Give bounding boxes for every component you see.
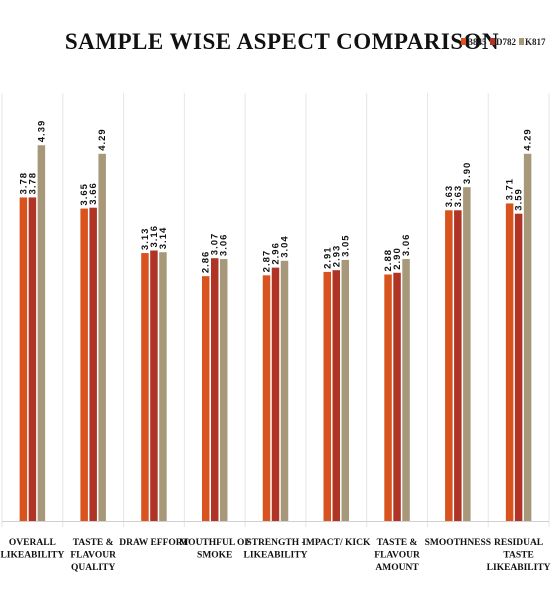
data-label: 3.78 (27, 172, 38, 195)
data-label: 3.05 (340, 234, 351, 257)
data-label: 3.06 (219, 234, 230, 257)
bar-d782 (332, 270, 341, 521)
bar-d782 (89, 207, 97, 522)
category-label: SMOOTHNESS (425, 538, 492, 548)
bar-d782 (271, 267, 280, 521)
category-label: TASTE & FLAVOUR AMOUNT (374, 538, 420, 573)
data-label: 3.13 (140, 228, 151, 251)
bar-k817 (341, 259, 350, 521)
legend-swatch-b845 (461, 38, 466, 45)
data-label: 3.90 (462, 162, 473, 185)
legend-label-b845: B845 (467, 37, 487, 47)
bar-d782 (210, 258, 219, 521)
bar-b845 (505, 203, 514, 521)
legend-label-k817: K817 (525, 37, 546, 47)
category-label: STRENGTH -LIKEABILITY (244, 538, 308, 561)
data-label: 3.71 (505, 178, 516, 201)
data-label: 2.88 (383, 249, 394, 272)
bar-b845 (262, 275, 271, 521)
bar-k817 (402, 259, 410, 521)
data-labels: 3.783.78 4.39 3.653.66 4.29 3.133.163.14 2.86… (18, 120, 533, 273)
data-label: 3.07 (210, 233, 221, 256)
bar-d782 (150, 250, 158, 521)
bar-k817 (159, 252, 167, 521)
bar-b845 (323, 271, 332, 521)
category-label: OVERALL LIKEABILITY (0, 538, 64, 561)
data-label: 2.96 (271, 242, 282, 265)
bar-d782 (28, 197, 37, 521)
bar-b845 (80, 208, 88, 521)
category-labels: OVERALL LIKEABILITY TASTE & FLAVOUR QUALITYD… (0, 538, 550, 573)
data-label: 3.63 (444, 185, 455, 208)
category-label: RESIDUAL TASTE LIKEABILITY (487, 538, 551, 573)
legend-swatch-k817 (519, 38, 524, 45)
bar-d782 (514, 213, 523, 522)
bar-b845 (141, 253, 149, 521)
category-label: DRAW EFFORT (119, 538, 189, 548)
bar-b845 (384, 274, 392, 521)
bar-d782 (393, 272, 401, 521)
bar-k817 (280, 260, 289, 521)
category-label: MOUTHFUL OF SMOKE (179, 538, 250, 561)
bar-b845 (201, 276, 210, 521)
bar-d782 (454, 210, 462, 521)
legend-label-d782: D782 (496, 37, 516, 47)
data-label: 3.66 (88, 182, 99, 205)
bar-k817 (219, 259, 228, 521)
bar-k817 (98, 153, 106, 521)
category-label: IMPACT/ KICK (302, 538, 371, 548)
data-label: 2.90 (392, 247, 403, 270)
data-label: 3.04 (280, 235, 291, 258)
data-label: 4.29 (97, 128, 108, 151)
chart-title: SAMPLE WISE ASPECT COMPARISON (65, 29, 499, 54)
bar-k817 (463, 187, 471, 521)
legend: B845 D782 K817 (461, 37, 546, 47)
data-label: 2.86 (201, 251, 212, 274)
bar-b845 (19, 197, 28, 521)
gridlines (1, 93, 550, 527)
data-label: 3.14 (158, 227, 169, 250)
legend-swatch-d782 (490, 38, 495, 45)
data-label: 3.06 (401, 234, 412, 257)
data-label: 2.93 (331, 245, 342, 268)
data-label: 2.91 (322, 246, 333, 269)
data-label: 3.63 (453, 185, 464, 208)
category-label: TASTE & FLAVOUR QUALITY (70, 538, 116, 573)
data-label: 4.29 (523, 128, 534, 151)
bar-b845 (445, 210, 453, 521)
bar-k817 (523, 153, 532, 521)
data-label: 2.87 (262, 250, 273, 273)
data-label: 3.59 (514, 188, 525, 211)
data-label: 3.78 (18, 172, 29, 195)
bar-k817 (37, 145, 46, 521)
data-label: 4.39 (36, 120, 47, 143)
data-label: 3.65 (79, 183, 90, 206)
data-label: 3.16 (149, 225, 160, 248)
bars (19, 145, 532, 522)
